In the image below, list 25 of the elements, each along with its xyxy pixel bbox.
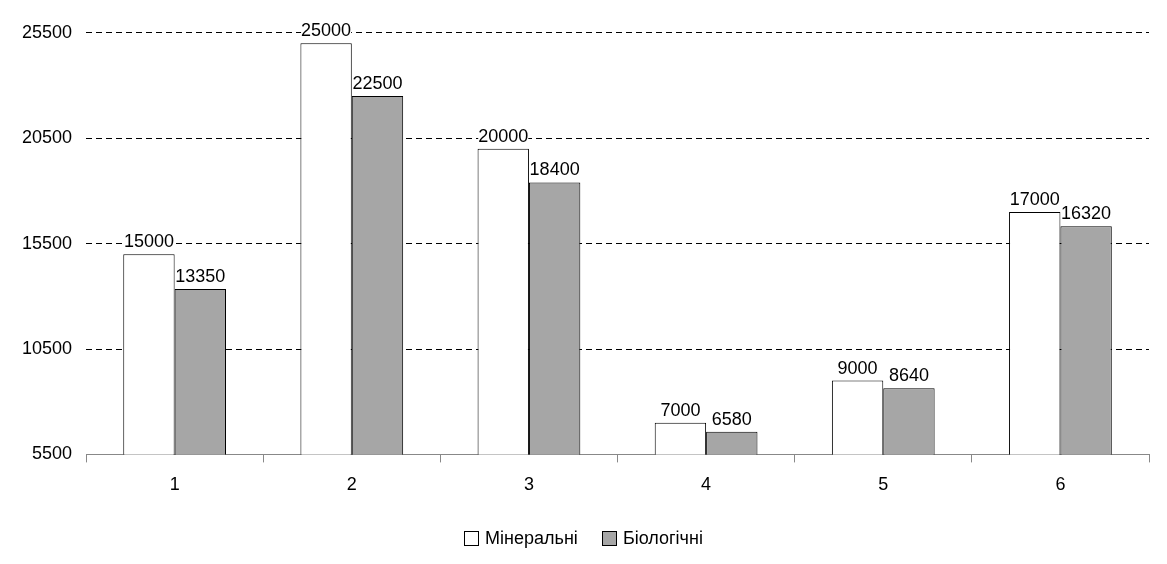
- y-tick-label: 15500: [21, 232, 73, 253]
- x-tick-label: 6: [1055, 474, 1066, 495]
- y-tick-label: 10500: [21, 337, 73, 358]
- x-tick-label: 4: [701, 474, 712, 495]
- data-label: 9000: [837, 357, 878, 378]
- x-tick-label: 2: [346, 474, 357, 495]
- data-label: 6580: [711, 408, 752, 429]
- data-label: 8640: [888, 365, 929, 386]
- data-label: 22500: [352, 73, 403, 94]
- data-label: 17000: [1009, 188, 1060, 209]
- data-label: 15000: [123, 231, 174, 252]
- data-label: 25000: [301, 20, 352, 41]
- series-label: Мінеральні: [485, 528, 578, 549]
- y-tick-label: 20500: [21, 127, 73, 148]
- data-label: 13350: [175, 265, 226, 286]
- data-label: 7000: [660, 399, 701, 420]
- data-label: 18400: [529, 159, 580, 180]
- x-tick-label: 1: [169, 474, 180, 495]
- data-label: 16320: [1061, 203, 1112, 224]
- legend-label: Біологічні: [622, 528, 703, 549]
- x-tick-label: 5: [878, 474, 889, 495]
- data-label: 20000: [478, 125, 529, 146]
- x-tick-label: 3: [523, 474, 534, 495]
- y-tick-label: 25500: [21, 21, 73, 42]
- y-tick-label: 5500: [32, 443, 73, 464]
